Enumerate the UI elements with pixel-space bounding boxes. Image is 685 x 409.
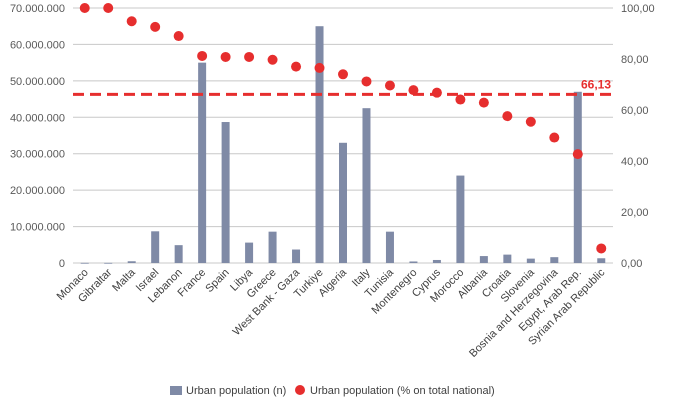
- dot: [502, 111, 513, 122]
- dot: [220, 51, 231, 62]
- bar: [104, 262, 113, 264]
- bar: [573, 91, 582, 264]
- bar: [268, 231, 277, 263]
- dot: [267, 54, 278, 65]
- dot: [244, 51, 255, 62]
- dot: [338, 69, 348, 80]
- bar: [526, 258, 535, 263]
- bar: [409, 261, 418, 263]
- right-tick-label: 100,00: [621, 3, 655, 15]
- left-tick-label: 40.000.000: [10, 112, 65, 124]
- left-tick-label: 10.000.000: [10, 222, 65, 234]
- dot: [455, 94, 466, 105]
- right-tick-label: 40,00: [621, 156, 649, 168]
- bar: [362, 108, 371, 263]
- bar: [151, 231, 160, 263]
- dot: [478, 97, 489, 108]
- right-tick-label: 60,00: [621, 105, 649, 117]
- bar: [550, 257, 559, 263]
- bar: [127, 261, 136, 263]
- dot: [173, 31, 184, 42]
- left-tick-label: 30.000.000: [10, 149, 65, 161]
- bar: [245, 242, 254, 263]
- bar: [385, 231, 394, 263]
- bar: [198, 62, 207, 264]
- left-tick-label: 0: [59, 258, 65, 270]
- dot: [197, 50, 208, 61]
- dot: [572, 149, 583, 160]
- dot: [291, 61, 302, 72]
- right-tick-label: 20,00: [621, 207, 649, 219]
- reference-line-label: 66,13: [581, 77, 611, 91]
- dot: [596, 243, 607, 254]
- bar: [221, 122, 230, 264]
- legend: Urban population (n) Urban population (% …: [170, 385, 495, 397]
- bar: [432, 259, 441, 263]
- bar: [174, 245, 183, 263]
- bar: [597, 258, 606, 263]
- right-axis: 0,00 20,00 40,00 60,00 80,00 100,00: [621, 3, 655, 270]
- dot: [361, 76, 372, 87]
- dot: [408, 85, 419, 96]
- left-tick-label: 70.000.000: [10, 3, 65, 15]
- bar: [479, 256, 488, 263]
- category-label: Spain: [203, 267, 231, 295]
- dot: [384, 80, 395, 91]
- legend-dot-swatch: [295, 385, 305, 395]
- dot: [314, 62, 325, 73]
- left-axis: 0 10.000.000 20.000.000 30.000.000 40.000.00…: [10, 3, 65, 270]
- bar: [339, 142, 347, 263]
- left-tick-label: 60.000.000: [10, 39, 65, 51]
- dot-series: [79, 3, 607, 254]
- category-label: Malta: [110, 266, 138, 294]
- left-tick-label: 50.000.000: [10, 76, 65, 88]
- right-tick-label: 0,00: [621, 258, 642, 270]
- right-tick-label: 80,00: [621, 54, 649, 66]
- dot: [525, 116, 536, 127]
- bar: [503, 254, 512, 263]
- dot: [549, 132, 560, 143]
- bar: [315, 26, 324, 264]
- dot: [126, 16, 137, 27]
- legend-label: Urban population (n): [186, 385, 286, 397]
- category-labels: MonacoGibraltarMaltaIsraelLebanonFranceS…: [55, 266, 608, 360]
- dot: [103, 3, 114, 13]
- dot: [79, 3, 90, 13]
- dot: [150, 21, 161, 32]
- bar-series: [80, 26, 606, 264]
- legend-bar-swatch: [170, 386, 182, 395]
- bar: [80, 262, 89, 264]
- legend-label: Urban population (% on total national): [310, 385, 495, 397]
- bar: [456, 175, 465, 263]
- bar: [292, 249, 301, 263]
- left-tick-label: 20.000.000: [10, 185, 65, 197]
- dot: [431, 87, 442, 98]
- reference-line-group: 66,13: [73, 77, 613, 96]
